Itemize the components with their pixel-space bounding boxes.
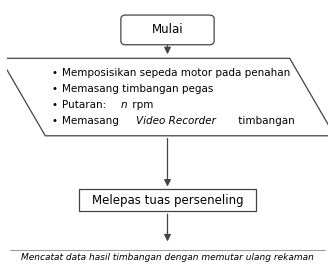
Text: •: •: [52, 116, 58, 126]
Bar: [79, 189, 256, 211]
Polygon shape: [0, 58, 335, 136]
FancyBboxPatch shape: [121, 15, 214, 45]
Text: rpm: rpm: [129, 100, 153, 110]
Text: Mencatat data hasil timbangan dengan memutar ulang rekaman: Mencatat data hasil timbangan dengan mem…: [21, 253, 314, 263]
Text: timbangan: timbangan: [236, 116, 295, 126]
Text: Memposisikan sepeda motor pada penahan: Memposisikan sepeda motor pada penahan: [62, 68, 290, 77]
Text: Mulai: Mulai: [152, 23, 183, 36]
Text: •: •: [52, 84, 58, 94]
Text: Memasang timbangan pegas: Memasang timbangan pegas: [62, 84, 213, 94]
Text: Melepas tuas perseneling: Melepas tuas perseneling: [92, 194, 243, 207]
Text: n: n: [121, 100, 128, 110]
Text: Putaran:: Putaran:: [62, 100, 110, 110]
Text: •: •: [52, 68, 58, 77]
Text: Memasang: Memasang: [62, 116, 122, 126]
Text: Video Recorder: Video Recorder: [136, 116, 216, 126]
Text: •: •: [52, 100, 58, 110]
